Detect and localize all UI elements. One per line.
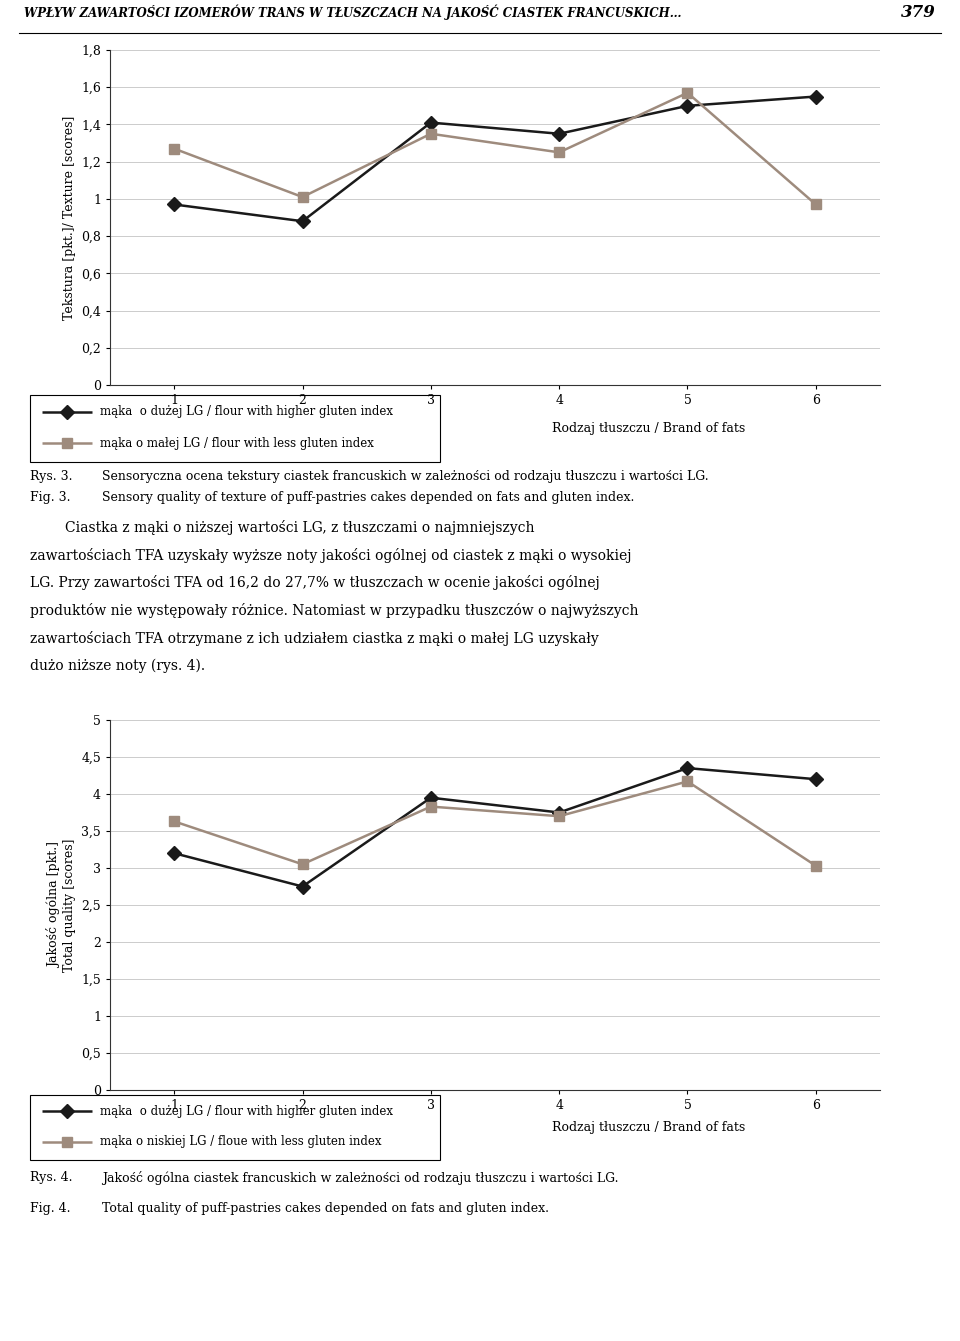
Text: Rodzaj tłuszczu / Brand of fats: Rodzaj tłuszczu / Brand of fats: [552, 1121, 746, 1134]
Text: Total quality of puff-pastries cakes depended on fats and gluten index.: Total quality of puff-pastries cakes dep…: [103, 1202, 549, 1215]
Text: zawartościach TFA otrzymane z ich udziałem ciastka z mąki o małej LG uzyskały: zawartościach TFA otrzymane z ich udział…: [30, 630, 599, 646]
Text: Jakość ogólna ciastek francuskich w zależności od rodzaju tłuszczu i wartości LG: Jakość ogólna ciastek francuskich w zale…: [103, 1171, 619, 1185]
Text: mąka  o dużej LG / flour with higher gluten index: mąka o dużej LG / flour with higher glut…: [100, 1105, 393, 1118]
Text: Ciastka z mąki o niższej wartości LG, z tłuszczami o najmniejszych: Ciastka z mąki o niższej wartości LG, z …: [30, 520, 535, 535]
Text: mąka o niskiej LG / floue with less gluten index: mąka o niskiej LG / floue with less glut…: [100, 1136, 381, 1148]
Y-axis label: Jakość ogólna [pkt.]
Total quality [scores]: Jakość ogólna [pkt.] Total quality [scor…: [47, 838, 76, 972]
Text: Rys. 3.: Rys. 3.: [30, 471, 73, 483]
Text: LG. Przy zawartości TFA od 16,2 do 27,7% w tłuszczach w ocenie jakości ogólnej: LG. Przy zawartości TFA od 16,2 do 27,7%…: [30, 575, 600, 590]
Text: Fig. 4.: Fig. 4.: [30, 1202, 70, 1215]
Text: Fig. 3.: Fig. 3.: [30, 491, 70, 504]
Text: mąka  o dużej LG / flour with higher gluten index: mąka o dużej LG / flour with higher glut…: [100, 405, 393, 418]
Text: Rys. 4.: Rys. 4.: [30, 1171, 73, 1184]
Text: Sensory quality of texture of puff-pastries cakes depended on fats and gluten in: Sensory quality of texture of puff-pastr…: [103, 491, 635, 504]
Text: dużo niższe noty (rys. 4).: dużo niższe noty (rys. 4).: [30, 658, 205, 673]
Text: 379: 379: [901, 4, 936, 20]
Y-axis label: Tekstura [pkt.]/ Texture [scores]: Tekstura [pkt.]/ Texture [scores]: [62, 115, 76, 319]
Text: zawartościach TFA uzyskały wyższe noty jakości ogólnej od ciastek z mąki o wysok: zawartościach TFA uzyskały wyższe noty j…: [30, 547, 632, 563]
Text: WPŁYW ZAWARTOŚCI IZOMERÓW TRANS W TŁUSZCZACH NA JAKOŚĆ CIASTEK FRANCUSKICH…: WPŁYW ZAWARTOŚCI IZOMERÓW TRANS W TŁUSZC…: [24, 4, 682, 20]
Text: Sensoryczna ocena tekstury ciastek francuskich w zależności od rodzaju tłuszczu : Sensoryczna ocena tekstury ciastek franc…: [103, 471, 708, 483]
Text: produktów nie występowały różnice. Natomiast w przypadku tłuszczów o najwyższych: produktów nie występowały różnice. Natom…: [30, 603, 638, 618]
Text: Rodzaj tłuszczu / Brand of fats: Rodzaj tłuszczu / Brand of fats: [552, 422, 746, 434]
Text: mąka o małej LG / flour with less gluten index: mąka o małej LG / flour with less gluten…: [100, 437, 373, 449]
